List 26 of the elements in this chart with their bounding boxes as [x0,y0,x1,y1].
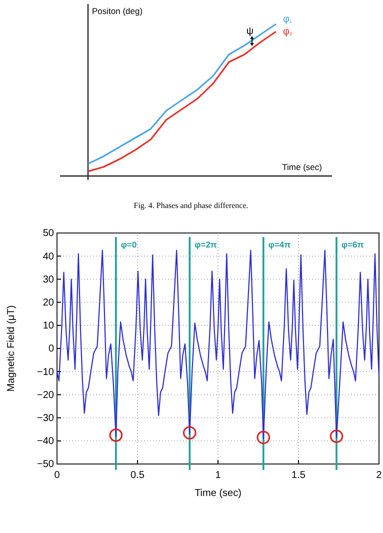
y-axis-title: Positon (deg) [92,6,143,16]
x-tick-label: 2 [376,470,382,481]
annotation: φ=0 [120,240,137,250]
y-tick-label: −10 [37,366,54,378]
x-tick-label: 1.5 [292,470,306,481]
y-tick-label: −20 [37,390,54,401]
y-tick-label: 50 [42,228,54,240]
annotation: φ=4π [268,240,292,250]
caption: Fig. 4. Phases and phase difference. [134,201,248,210]
y-tick-label: 10 [42,320,54,332]
y-tick-label: 40 [42,251,54,262]
line-series [56,250,380,440]
annotation: φ=2π [194,240,218,250]
annotation: ψ [246,26,254,37]
x-axis-title: Time (sec) [282,162,322,172]
x-tick-label: 1 [215,470,222,481]
y-tick-label: −40 [37,436,54,448]
x-tick-label: 0.5 [130,470,145,481]
annotation: φ=6π [341,240,364,250]
y-tick-label: 20 [42,298,54,308]
y-tick-label: 0 [48,344,54,355]
y-tick-label: 30 [42,274,54,286]
y-tick-label: −50 [37,459,54,470]
y-tick-label: −30 [37,413,54,424]
y-axis-title: Magnetic Field (μT) [6,305,17,392]
x-axis-title: Time (sec) [194,488,242,499]
